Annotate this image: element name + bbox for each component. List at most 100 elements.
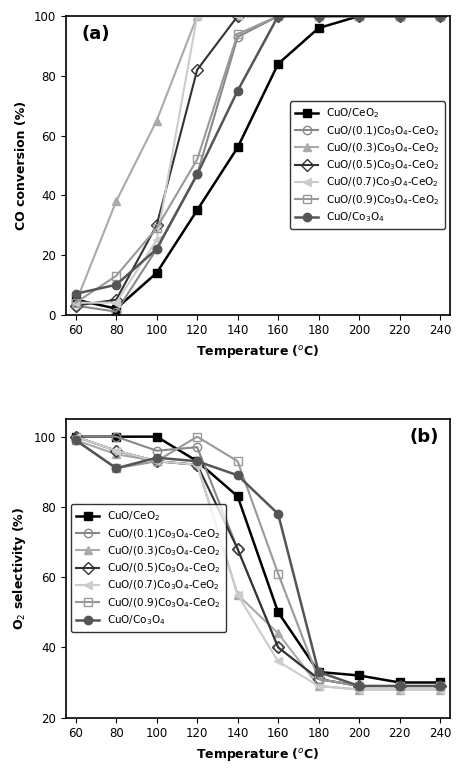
Line: CuO/(0.9)Co$_3$O$_4$-CeO$_2$: CuO/(0.9)Co$_3$O$_4$-CeO$_2$ xyxy=(72,12,444,307)
CuO/CeO$_2$ xyxy=(437,678,443,687)
CuO/Co$_3$O$_4$ xyxy=(316,12,321,21)
Line: CuO/CeO$_2$: CuO/CeO$_2$ xyxy=(72,12,444,313)
CuO/(0.7)Co$_3$O$_4$-CeO$_2$ xyxy=(397,12,402,21)
CuO/CeO$_2$ xyxy=(73,295,79,304)
CuO/(0.7)Co$_3$O$_4$-CeO$_2$ xyxy=(235,590,240,599)
Line: CuO/(0.9)Co$_3$O$_4$-CeO$_2$: CuO/(0.9)Co$_3$O$_4$-CeO$_2$ xyxy=(72,433,444,690)
CuO/(0.9)Co$_3$O$_4$-CeO$_2$ xyxy=(194,155,200,164)
CuO/Co$_3$O$_4$ xyxy=(73,436,79,445)
CuO/(0.7)Co$_3$O$_4$-CeO$_2$ xyxy=(357,685,362,694)
CuO/(0.3)Co$_3$O$_4$-CeO$_2$ xyxy=(73,298,79,307)
CuO/(0.3)Co$_3$O$_4$-CeO$_2$ xyxy=(275,628,281,638)
CuO/Co$_3$O$_4$ xyxy=(357,681,362,690)
CuO/(0.3)Co$_3$O$_4$-CeO$_2$ xyxy=(235,590,240,599)
CuO/(0.9)Co$_3$O$_4$-CeO$_2$ xyxy=(437,12,443,21)
CuO/(0.1)Co$_3$O$_4$-CeO$_2$ xyxy=(437,681,443,690)
CuO/Co$_3$O$_4$ xyxy=(437,681,443,690)
CuO/Co$_3$O$_4$ xyxy=(73,289,79,298)
CuO/CeO$_2$ xyxy=(113,304,119,313)
CuO/(0.7)Co$_3$O$_4$-CeO$_2$ xyxy=(437,12,443,21)
CuO/CeO$_2$ xyxy=(154,432,159,441)
CuO/(0.7)Co$_3$O$_4$-CeO$_2$ xyxy=(154,457,159,466)
CuO/(0.9)Co$_3$O$_4$-CeO$_2$ xyxy=(316,674,321,683)
CuO/(0.3)Co$_3$O$_4$-CeO$_2$ xyxy=(316,681,321,690)
Legend: CuO/CeO$_2$, CuO/(0.1)Co$_3$O$_4$-CeO$_2$, CuO/(0.3)Co$_3$O$_4$-CeO$_2$, CuO/(0.: CuO/CeO$_2$, CuO/(0.1)Co$_3$O$_4$-CeO$_2… xyxy=(71,505,226,632)
CuO/(0.5)Co$_3$O$_4$-CeO$_2$ xyxy=(397,12,402,21)
CuO/CeO$_2$ xyxy=(235,491,240,501)
CuO/(0.9)Co$_3$O$_4$-CeO$_2$ xyxy=(357,681,362,690)
CuO/(0.7)Co$_3$O$_4$-CeO$_2$ xyxy=(113,298,119,307)
CuO/(0.7)Co$_3$O$_4$-CeO$_2$ xyxy=(113,446,119,455)
CuO/(0.7)Co$_3$O$_4$-CeO$_2$ xyxy=(194,12,200,21)
Line: CuO/(0.7)Co$_3$O$_4$-CeO$_2$: CuO/(0.7)Co$_3$O$_4$-CeO$_2$ xyxy=(72,12,444,307)
X-axis label: Temperature ($^o$C): Temperature ($^o$C) xyxy=(196,343,319,360)
CuO/(0.1)Co$_3$O$_4$-CeO$_2$ xyxy=(235,33,240,42)
CuO/(0.1)Co$_3$O$_4$-CeO$_2$ xyxy=(113,307,119,317)
CuO/(0.1)Co$_3$O$_4$-CeO$_2$ xyxy=(73,432,79,441)
CuO/(0.7)Co$_3$O$_4$-CeO$_2$ xyxy=(73,298,79,307)
CuO/Co$_3$O$_4$ xyxy=(235,471,240,480)
CuO/(0.5)Co$_3$O$_4$-CeO$_2$ xyxy=(194,65,200,74)
CuO/(0.3)Co$_3$O$_4$-CeO$_2$ xyxy=(154,457,159,466)
CuO/(0.1)Co$_3$O$_4$-CeO$_2$ xyxy=(275,642,281,652)
CuO/(0.9)Co$_3$O$_4$-CeO$_2$ xyxy=(73,298,79,307)
CuO/CeO$_2$ xyxy=(194,457,200,466)
CuO/(0.5)Co$_3$O$_4$-CeO$_2$ xyxy=(316,674,321,683)
CuO/(0.9)Co$_3$O$_4$-CeO$_2$ xyxy=(235,457,240,466)
Text: (b): (b) xyxy=(409,428,438,446)
CuO/(0.7)Co$_3$O$_4$-CeO$_2$ xyxy=(154,235,159,245)
CuO/(0.7)Co$_3$O$_4$-CeO$_2$ xyxy=(275,657,281,666)
CuO/(0.9)Co$_3$O$_4$-CeO$_2$ xyxy=(397,681,402,690)
CuO/(0.9)Co$_3$O$_4$-CeO$_2$ xyxy=(275,569,281,578)
CuO/(0.9)Co$_3$O$_4$-CeO$_2$ xyxy=(316,12,321,21)
Line: CuO/CeO$_2$: CuO/CeO$_2$ xyxy=(72,433,444,687)
CuO/CeO$_2$ xyxy=(235,143,240,152)
CuO/(0.5)Co$_3$O$_4$-CeO$_2$ xyxy=(235,544,240,553)
CuO/CeO$_2$ xyxy=(357,671,362,680)
Line: CuO/(0.7)Co$_3$O$_4$-CeO$_2$: CuO/(0.7)Co$_3$O$_4$-CeO$_2$ xyxy=(72,433,444,694)
CuO/CeO$_2$ xyxy=(397,12,402,21)
CuO/(0.5)Co$_3$O$_4$-CeO$_2$ xyxy=(316,12,321,21)
Line: CuO/(0.1)Co$_3$O$_4$-CeO$_2$: CuO/(0.1)Co$_3$O$_4$-CeO$_2$ xyxy=(72,12,444,316)
CuO/Co$_3$O$_4$ xyxy=(357,12,362,21)
CuO/(0.3)Co$_3$O$_4$-CeO$_2$ xyxy=(397,685,402,694)
CuO/(0.9)Co$_3$O$_4$-CeO$_2$ xyxy=(113,271,119,280)
CuO/(0.5)Co$_3$O$_4$-CeO$_2$ xyxy=(73,301,79,310)
CuO/(0.3)Co$_3$O$_4$-CeO$_2$ xyxy=(194,12,200,21)
Text: (a): (a) xyxy=(81,25,110,43)
CuO/CeO$_2$ xyxy=(316,23,321,33)
CuO/(0.5)Co$_3$O$_4$-CeO$_2$ xyxy=(154,457,159,466)
CuO/CeO$_2$ xyxy=(73,432,79,441)
CuO/Co$_3$O$_4$ xyxy=(113,464,119,473)
CuO/CeO$_2$ xyxy=(397,678,402,687)
CuO/CeO$_2$ xyxy=(194,206,200,215)
CuO/(0.3)Co$_3$O$_4$-CeO$_2$ xyxy=(437,685,443,694)
CuO/(0.5)Co$_3$O$_4$-CeO$_2$ xyxy=(357,12,362,21)
CuO/(0.9)Co$_3$O$_4$-CeO$_2$ xyxy=(357,12,362,21)
CuO/(0.3)Co$_3$O$_4$-CeO$_2$ xyxy=(357,685,362,694)
CuO/(0.3)Co$_3$O$_4$-CeO$_2$ xyxy=(235,12,240,21)
CuO/(0.9)Co$_3$O$_4$-CeO$_2$ xyxy=(194,432,200,441)
CuO/(0.1)Co$_3$O$_4$-CeO$_2$ xyxy=(397,681,402,690)
CuO/(0.5)Co$_3$O$_4$-CeO$_2$ xyxy=(235,12,240,21)
CuO/(0.1)Co$_3$O$_4$-CeO$_2$ xyxy=(316,12,321,21)
CuO/(0.9)Co$_3$O$_4$-CeO$_2$ xyxy=(235,29,240,39)
CuO/(0.3)Co$_3$O$_4$-CeO$_2$ xyxy=(275,12,281,21)
CuO/CeO$_2$ xyxy=(154,268,159,277)
CuO/(0.7)Co$_3$O$_4$-CeO$_2$ xyxy=(397,685,402,694)
CuO/(0.7)Co$_3$O$_4$-CeO$_2$ xyxy=(316,12,321,21)
CuO/Co$_3$O$_4$ xyxy=(194,170,200,179)
CuO/(0.1)Co$_3$O$_4$-CeO$_2$ xyxy=(357,12,362,21)
Line: CuO/Co$_3$O$_4$: CuO/Co$_3$O$_4$ xyxy=(72,436,444,690)
CuO/Co$_3$O$_4$ xyxy=(316,667,321,676)
Y-axis label: CO conversion (%): CO conversion (%) xyxy=(15,101,28,230)
CuO/(0.5)Co$_3$O$_4$-CeO$_2$ xyxy=(194,460,200,469)
CuO/CeO$_2$ xyxy=(275,60,281,69)
CuO/(0.9)Co$_3$O$_4$-CeO$_2$ xyxy=(397,12,402,21)
CuO/(0.5)Co$_3$O$_4$-CeO$_2$ xyxy=(73,432,79,441)
CuO/Co$_3$O$_4$ xyxy=(397,12,402,21)
CuO/(0.9)Co$_3$O$_4$-CeO$_2$ xyxy=(113,464,119,473)
CuO/CeO$_2$ xyxy=(357,12,362,21)
Line: CuO/(0.5)Co$_3$O$_4$-CeO$_2$: CuO/(0.5)Co$_3$O$_4$-CeO$_2$ xyxy=(72,433,444,690)
CuO/(0.9)Co$_3$O$_4$-CeO$_2$ xyxy=(275,12,281,21)
